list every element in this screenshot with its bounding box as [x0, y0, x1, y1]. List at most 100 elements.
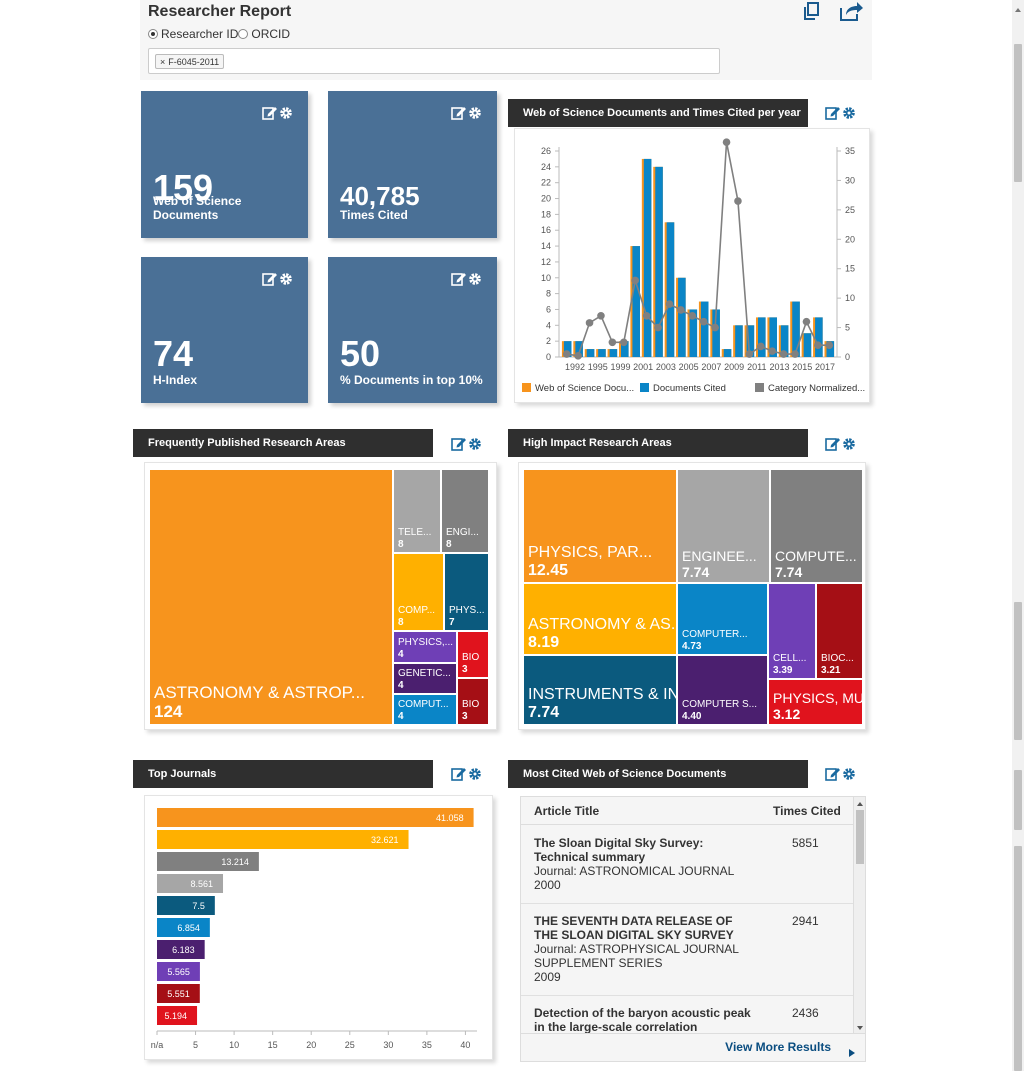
- journal-bar-value: 41.058: [436, 813, 464, 823]
- tile-value: 40,785: [340, 181, 420, 211]
- scroll-thumb[interactable]: [1014, 44, 1022, 182]
- treemap-cell[interactable]: INSTRUMENTS & IN... 7.74: [523, 655, 677, 725]
- article-journal: Journal: ASTRONOMICAL JOURNAL: [534, 864, 735, 878]
- treemap-cell[interactable]: COMPUTER... 4.73: [677, 583, 768, 655]
- tile-edit-settings-icon[interactable]: [451, 105, 483, 121]
- journal-bar: [157, 852, 259, 871]
- y-tick-label: 4: [546, 320, 551, 330]
- share-icon[interactable]: [838, 0, 864, 22]
- treemap-cell[interactable]: TELE... 8: [393, 469, 441, 553]
- treemap-cell-value: 4: [398, 680, 404, 691]
- table-header: Article Title Times Cited: [521, 797, 855, 825]
- scroll-thumb[interactable]: [1014, 846, 1022, 1071]
- per-year-chart: 0246810121416182022242605101520253035199…: [522, 138, 865, 394]
- times-cited-header[interactable]: Times Cited: [773, 804, 841, 818]
- x-tick-label: 2017: [815, 362, 835, 372]
- chip-remove-icon[interactable]: ×: [160, 56, 166, 67]
- treemap-cell-label: GENETIC...: [398, 668, 451, 679]
- treemap-cell[interactable]: COMP... 8: [393, 553, 444, 631]
- x-tick-label: 40: [460, 1040, 470, 1050]
- treemap-cell[interactable]: BIO 3: [457, 678, 489, 725]
- y-tick-label: 6: [546, 304, 551, 314]
- x-tick-label: 20: [306, 1040, 316, 1050]
- x-tick-label: 25: [345, 1040, 355, 1050]
- treemap-cell[interactable]: GENETIC... 4: [393, 663, 457, 694]
- widget-edit-settings-icon[interactable]: [451, 766, 483, 782]
- y-tick-label: 2: [546, 336, 551, 346]
- widget-edit-settings-icon[interactable]: [825, 766, 857, 782]
- scroll-arrows-icon[interactable]: [854, 797, 866, 1034]
- treemap-cell[interactable]: ENGI... 8: [441, 469, 489, 553]
- tile-edit-settings-icon[interactable]: [262, 105, 294, 121]
- table-row[interactable]: THE SEVENTH DATA RELEASE OF THE SLOAN DI…: [521, 904, 855, 996]
- bar-documents-cited: [598, 349, 606, 357]
- treemap-cell-value: 3: [462, 711, 468, 722]
- bar-documents-cited: [609, 349, 618, 357]
- journal-bar-value: 5.565: [167, 967, 190, 977]
- treemap-cell[interactable]: BIO 3: [457, 631, 489, 678]
- widget-edit-settings-icon[interactable]: [825, 436, 857, 452]
- treemap-cell-label: BIOC...: [821, 653, 854, 664]
- tile-edit-settings-icon[interactable]: [451, 271, 483, 287]
- article-year: 2009: [534, 970, 561, 984]
- article-title[interactable]: The Sloan Digital Sky Survey: Technical …: [534, 836, 704, 864]
- treemap-cell[interactable]: PHYSICS,... 4: [393, 631, 457, 663]
- treemap-cell-value: 4: [398, 711, 404, 722]
- treemap-cell[interactable]: PHYSICS, MULTI...3.12: [768, 679, 863, 725]
- line-category-normalized: [566, 142, 830, 357]
- view-more-results-link[interactable]: View More Results: [725, 1040, 831, 1054]
- treemap-cell[interactable]: PHYSICS, PAR... 12.45: [523, 469, 677, 583]
- treemap-cell[interactable]: COMPUTE... 7.74: [770, 469, 863, 583]
- treemap-cell-value: 7.74: [528, 704, 560, 721]
- widget-edit-settings-icon[interactable]: [825, 105, 857, 121]
- scroll-thumb[interactable]: [1014, 770, 1022, 830]
- copy-icon[interactable]: [802, 1, 822, 21]
- bar-documents-cited: [780, 325, 789, 357]
- treemap-cell[interactable]: PHYS... 7: [444, 553, 489, 631]
- treemap-cell[interactable]: ASTRONOMY & AS... 8.19: [523, 583, 677, 655]
- scroll-up-icon[interactable]: [1012, 0, 1024, 20]
- treemap-cell[interactable]: CELL... 3.39: [768, 583, 816, 679]
- table-row[interactable]: The Sloan Digital Sky Survey: Technical …: [521, 826, 855, 904]
- treemap-cell[interactable]: COMPUTER S... 4.40: [677, 655, 768, 725]
- page-scrollbar[interactable]: [1012, 0, 1024, 1071]
- table-scrollbar[interactable]: [853, 797, 866, 1034]
- id-type-selector: Researcher ID ORCID: [148, 27, 290, 41]
- treemap-cell[interactable]: BIOC... 3.21: [816, 583, 863, 679]
- article-title-header[interactable]: Article Title: [534, 804, 600, 818]
- table-row[interactable]: Detection of the baryon acoustic peak in…: [521, 996, 855, 1034]
- treemap-cell[interactable]: COMPUT... 4: [393, 694, 457, 725]
- treemap-cell-label: CELL...: [773, 653, 807, 664]
- research-areas-widget-title: Frequently Published Research Areas: [133, 429, 433, 457]
- y2-tick-label: 0: [845, 352, 850, 362]
- treemap-cell[interactable]: ENGINEE... 7.74: [677, 469, 770, 583]
- x-tick-label: 1995: [588, 362, 608, 372]
- treemap-cell-label: PHYSICS,...: [398, 637, 454, 648]
- article-title[interactable]: Detection of the baryon acoustic peak in…: [534, 1006, 751, 1034]
- bar-documents-cited: [643, 158, 652, 357]
- scroll-thumb[interactable]: [1014, 602, 1022, 740]
- y2-tick-label: 5: [845, 323, 850, 333]
- tile-value: 50: [340, 333, 381, 374]
- journal-bar-value: 6.854: [177, 923, 200, 933]
- article-title[interactable]: THE SEVENTH DATA RELEASE OF THE SLOAN DI…: [534, 914, 734, 942]
- y-tick-label: 12: [541, 257, 551, 267]
- next-arrow-icon[interactable]: [847, 1048, 857, 1058]
- point-category-normalized: [825, 341, 834, 350]
- bar-documents-cited: [632, 246, 641, 357]
- researcher-id-radio[interactable]: [148, 29, 158, 39]
- point-category-normalized: [677, 306, 685, 314]
- treemap-cell[interactable]: ASTRONOMY & ASTROP... 124: [149, 469, 393, 725]
- orcid-radio[interactable]: [238, 29, 249, 39]
- y-tick-label: 16: [541, 225, 551, 235]
- bar-documents-cited: [575, 341, 583, 357]
- tile-edit-settings-icon[interactable]: [262, 271, 294, 287]
- tile-label: % Documents in top 10%: [340, 373, 483, 387]
- widget-edit-settings-icon[interactable]: [451, 436, 483, 452]
- point-category-normalized: [745, 350, 754, 358]
- point-category-normalized: [642, 312, 651, 320]
- y-tick-label: 10: [541, 273, 551, 283]
- researcher-id-input[interactable]: × F-6045-2011: [148, 48, 720, 74]
- most-cited-table: Article Title Times Cited The Sloan Digi…: [520, 796, 866, 1034]
- y-tick-label: 8: [546, 289, 551, 299]
